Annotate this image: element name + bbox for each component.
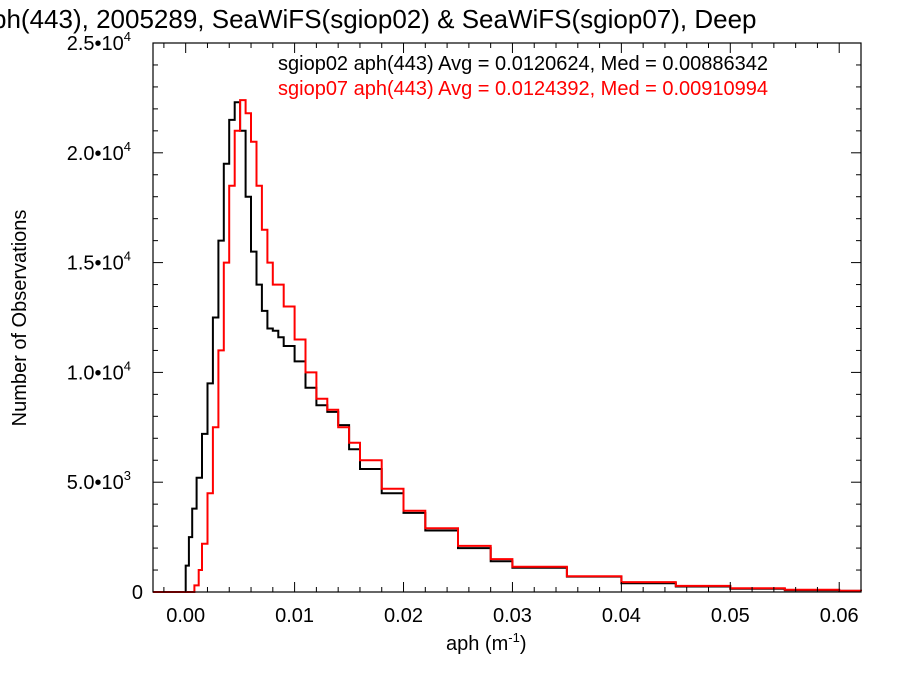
plot-area [153,99,862,593]
x-tick-label: 0.00 [166,605,205,627]
y-tick-label: 2.0•104 [67,139,131,165]
y-tick-label: 0 [132,582,143,604]
x-tick-label: 0.03 [493,605,532,627]
legend-entry-2: sgiop07 aph(443) Avg = 0.0124392, Med = … [278,78,768,100]
y-tick-label: 1.0•104 [67,358,131,384]
x-tick-label: 0.04 [602,605,641,627]
y-tick-label: 2.5•104 [67,29,131,55]
axes [152,42,862,593]
x-axis-label: aph (m-1) [446,630,526,655]
legend: sgiop02 aph(443) Avg = 0.0120624, Med = … [278,53,768,100]
y-axis-label: Number of Observations [9,210,31,427]
x-tick-label: 0.02 [384,605,423,627]
series-line-1 [153,101,862,593]
series-line-2 [153,99,862,593]
y-tick-label: 5.0•103 [67,468,131,494]
tick-labels: 0.00 0.01 0.02 0.03 0.04 0.05 0.06 0 5.0•103 1.0•… [67,29,859,627]
x-tick-label: 0.01 [275,605,314,627]
plot-frame [152,42,862,593]
x-tick-label: 0.05 [711,605,750,627]
legend-entry-1: sgiop02 aph(443) Avg = 0.0120624, Med = … [278,53,768,75]
x-tick-label: 0.06 [820,605,859,627]
y-tick-label: 1.5•104 [67,249,131,275]
chart-title: ph(443), 2005289, SeaWiFS(sgiop02) & Sea… [0,4,757,34]
